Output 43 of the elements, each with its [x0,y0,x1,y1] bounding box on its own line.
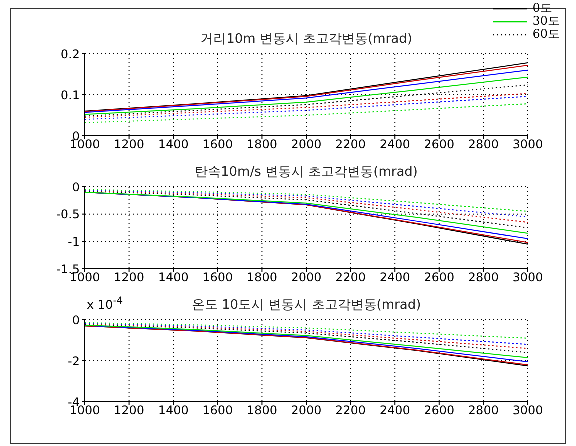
y-tick-label: 0 [72,180,80,194]
x-tick-label: 2600 [424,404,455,418]
x-tick-label: 2600 [424,270,455,285]
x-tick-label: 3000 [512,138,544,152]
x-tick-label: 1800 [246,404,278,418]
x-tick-label: 2200 [336,270,366,285]
x-tick-label: 2800 [468,270,499,285]
legend-label: 30도 [532,14,560,28]
chart-title: 거리10m 변동시 초고각변동(mrad) [200,32,412,47]
x-tick-label: 1400 [158,270,189,285]
x-tick-label: 1600 [202,270,234,285]
x-tick-label: 2000 [291,138,322,152]
x-tick-label: 2000 [291,404,322,418]
y-tick-label: -0.5 [56,208,80,222]
legend-label: 60도 [532,27,560,41]
y-tick-label: -1 [68,234,80,249]
x-tick-label: 1400 [158,404,189,418]
x-tick-label: 2200 [336,404,366,418]
x-tick-label: 2000 [291,270,322,285]
x-tick-label: 2800 [468,404,499,418]
y-tick-label: -2 [68,354,80,368]
x-tick-label: 2400 [380,270,410,285]
x-tick-label: 2600 [424,138,455,152]
x-tick-label: 2200 [336,138,366,152]
x-tick-label: 3000 [512,404,544,418]
y-tick-label: 0.1 [60,88,80,102]
x-tick-label: 1600 [202,138,234,152]
chart-title: 탄속10m/s 변동시 초고각변동(mrad) [194,164,419,181]
x-tick-label: 2800 [468,138,499,152]
x-tick-label: 1200 [114,138,145,152]
x-tick-label: 1200 [114,404,145,418]
x-tick-label: 1800 [246,270,278,285]
x-tick-label: 1800 [246,138,278,152]
chart-title: 온도 10도시 변동시 초고각변동(mrad) [192,298,422,313]
x-tick-label: 2400 [380,404,410,418]
x-tick-label: 1400 [158,138,189,152]
text: x 10$^{-4}$ [87,296,124,312]
y-tick-label: 0.2 [60,47,80,62]
x-tick-label: 3000 [512,270,544,285]
x-tick-label: 2400 [380,138,410,152]
x-tick-label: 1200 [114,270,145,285]
y-tick-label: 0 [72,313,80,328]
x-tick-label: 1600 [202,404,234,418]
